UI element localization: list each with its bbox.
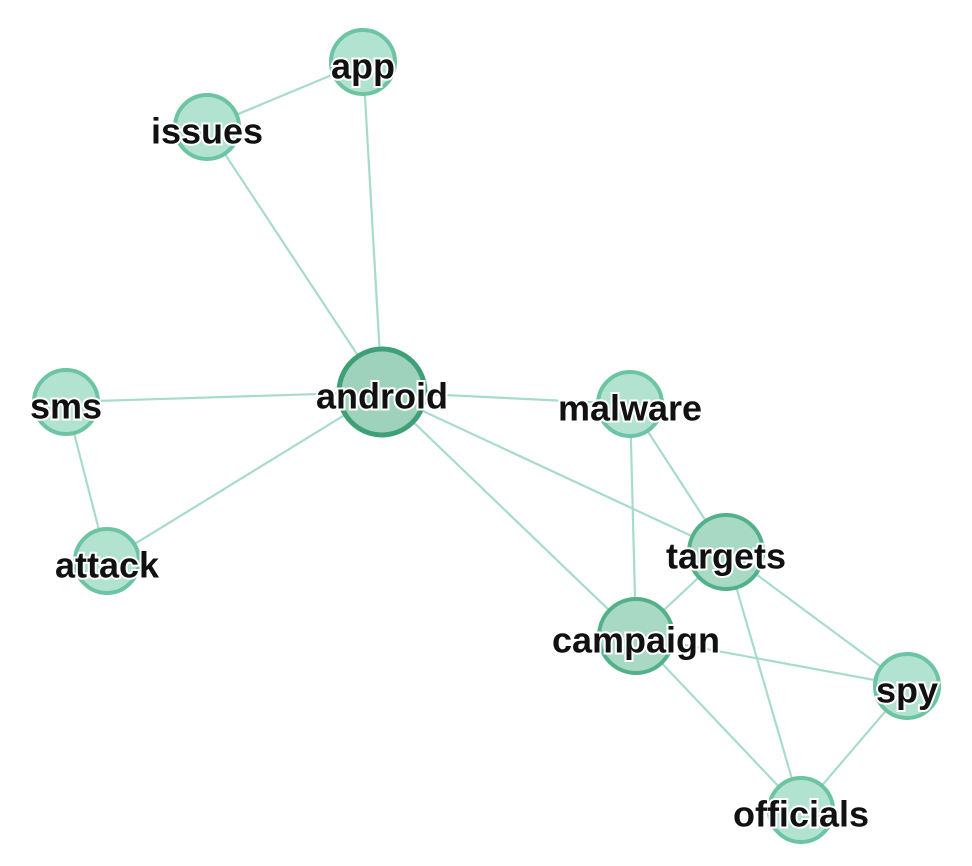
edge-android-targets xyxy=(381,391,727,553)
edge-campaign-officials xyxy=(635,635,802,811)
node-sms[interactable] xyxy=(32,368,100,436)
edge-campaign-spy xyxy=(635,634,908,688)
node-issues[interactable] xyxy=(173,93,241,161)
node-label-app: app xyxy=(331,46,395,87)
node-app[interactable] xyxy=(329,28,397,96)
node-label-issues: issues xyxy=(151,111,263,152)
node-attack[interactable] xyxy=(73,527,141,595)
labels-layer: app issues android sms attack malware targets c… xyxy=(28,44,940,837)
node-malware[interactable] xyxy=(596,370,664,438)
node-android[interactable] xyxy=(336,346,428,438)
edge-attack-android xyxy=(106,391,383,562)
node-officials[interactable] xyxy=(767,776,835,844)
edge-issues-android xyxy=(206,126,383,393)
node-label-targets: targets xyxy=(666,536,786,577)
node-label-campaign: campaign xyxy=(552,620,720,661)
node-label-sms: sms xyxy=(30,386,102,427)
node-spy[interactable] xyxy=(873,652,941,720)
edge-sms-android xyxy=(65,390,383,404)
node-label-attack: attack xyxy=(55,545,160,586)
node-label-android: android xyxy=(316,376,448,417)
node-label-spy: spy xyxy=(876,670,938,711)
edge-app-android xyxy=(361,61,384,393)
nodes-layer xyxy=(32,28,941,844)
node-label-malware: malware xyxy=(558,388,702,429)
edges-layer xyxy=(64,60,908,811)
node-campaign[interactable] xyxy=(597,597,675,675)
edge-android-campaign xyxy=(381,391,637,637)
node-label-officials: officials xyxy=(733,794,869,835)
edge-targets-officials xyxy=(724,551,803,811)
node-targets[interactable] xyxy=(687,513,765,591)
